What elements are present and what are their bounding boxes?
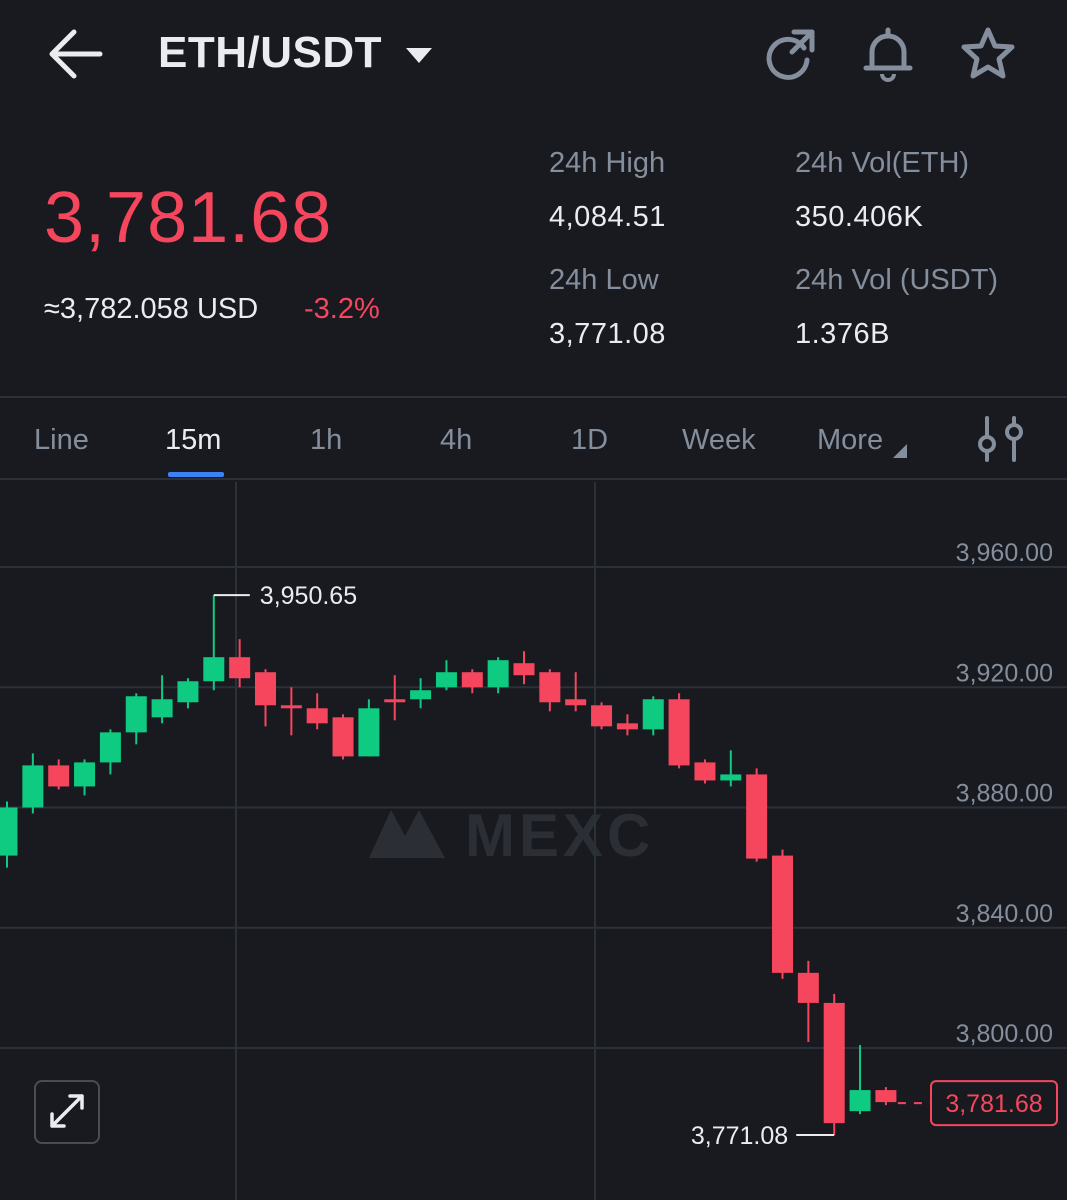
refresh-icon[interactable]	[758, 24, 818, 84]
mexc-watermark: MEXC	[369, 802, 654, 864]
star-icon[interactable]	[958, 24, 1018, 84]
y-tick-label: 3,840.00	[956, 900, 1053, 928]
candle-body	[616, 723, 638, 730]
candle-body	[797, 972, 819, 1003]
candle-body	[0, 807, 18, 856]
tab-15m[interactable]: 15m	[165, 424, 222, 456]
pair-title[interactable]: ETH/USDT	[158, 28, 382, 77]
candle-body	[694, 762, 716, 781]
ticker-panel: 3,781.68 ≈3,782.058 USD -3.2% 24h High 4…	[0, 115, 1067, 395]
stat-value-24h-vol-usdt: 1.376B	[795, 318, 890, 350]
candle-body	[849, 1090, 871, 1112]
expand-icon	[50, 1094, 84, 1128]
arrow-left-icon[interactable]	[44, 24, 110, 84]
candle-body	[539, 672, 561, 703]
candle-body	[22, 765, 44, 808]
candle-body	[410, 690, 432, 700]
watermark-text: MEXC	[465, 802, 654, 864]
stat-label-24h-vol-eth: 24h Vol(ETH)	[795, 147, 970, 179]
y-tick-label: 3,880.00	[956, 780, 1053, 808]
stat-value-24h-low: 3,771.08	[549, 318, 666, 350]
candle-body	[177, 681, 199, 703]
y-tick-label: 3,960.00	[956, 539, 1053, 567]
candle-body	[668, 699, 690, 766]
candlestick-chart[interactable]: 3,960.00 3,920.00 3,880.00 3,840.00 3,800.00…	[0, 482, 1067, 1200]
candle-body	[642, 699, 664, 730]
candle-body	[125, 696, 147, 733]
usd-approx-price: ≈3,782.058 USD	[44, 293, 259, 325]
candle-body	[487, 660, 509, 688]
candle-body	[48, 765, 70, 787]
candle-body	[384, 699, 406, 703]
candle-body	[591, 705, 613, 727]
candle-body	[203, 657, 225, 682]
candle-body	[461, 672, 483, 688]
candle-body	[255, 672, 276, 706]
y-tick-label: 3,800.00	[956, 1020, 1053, 1048]
candle-body	[513, 663, 535, 676]
last-price: 3,781.68	[44, 178, 333, 258]
y-tick-label: 3,920.00	[956, 659, 1053, 687]
tab-4h[interactable]: 4h	[440, 424, 473, 456]
divider	[0, 478, 1067, 480]
candle-body	[772, 855, 793, 973]
candle-body	[99, 732, 121, 763]
candle-body	[151, 699, 173, 718]
low-marker-label: 3,771.08	[691, 1122, 788, 1150]
high-marker-label: 3,950.65	[260, 582, 357, 610]
tab-1h[interactable]: 1h	[310, 424, 343, 456]
candle-body	[746, 774, 768, 859]
stat-label-24h-high: 24h High	[549, 147, 666, 179]
stat-label-24h-vol-usdt: 24h Vol (USDT)	[795, 264, 999, 296]
tab-more[interactable]: More	[817, 424, 884, 456]
interval-tabs: Line 15m 1h 4h 1D Week More	[0, 398, 1067, 480]
candle-body	[332, 717, 354, 757]
current-price-tag	[930, 1080, 1058, 1127]
bell-icon[interactable]	[858, 24, 918, 84]
fullscreen-button[interactable]	[34, 1080, 100, 1144]
price-change-percent: -3.2%	[304, 293, 380, 325]
tab-line[interactable]: Line	[34, 424, 89, 456]
active-tab-indicator	[168, 472, 224, 477]
candle-body	[358, 708, 380, 757]
indicator-settings-icon[interactable]	[972, 414, 1030, 464]
caret-down-icon[interactable]	[404, 44, 434, 66]
candle-body	[565, 699, 587, 706]
stat-value-24h-vol-eth: 350.406K	[795, 201, 924, 233]
stat-value-24h-high: 4,084.51	[549, 201, 666, 233]
candle-body	[74, 762, 96, 787]
candle-body	[823, 1002, 845, 1124]
candle-body	[229, 657, 251, 679]
stat-label-24h-low: 24h Low	[549, 264, 659, 296]
candle-body	[435, 672, 457, 688]
app-header: ETH/USDT	[0, 0, 1067, 115]
caret-corner-icon	[893, 444, 907, 458]
candle-body	[720, 774, 742, 781]
tab-week[interactable]: Week	[682, 424, 756, 456]
current-price-tag-label: 3,781.68	[945, 1090, 1042, 1118]
candle-body	[280, 705, 302, 709]
candle-body	[875, 1090, 897, 1103]
tab-1d[interactable]: 1D	[571, 424, 609, 456]
divider	[0, 396, 1067, 398]
candle-body	[306, 708, 328, 724]
